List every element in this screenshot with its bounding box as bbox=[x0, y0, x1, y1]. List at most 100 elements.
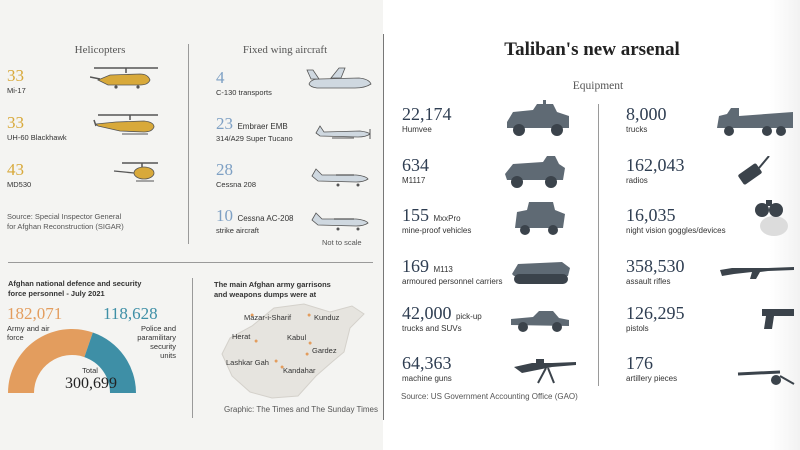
garrison-city: Mazar-i-Sharif bbox=[244, 313, 292, 322]
artillery-icon bbox=[737, 370, 795, 385]
aircraft-label: 314/A29 Super Tucano bbox=[216, 134, 293, 143]
tucano-plane-icon bbox=[315, 125, 371, 139]
equipment-item: 126,295 pistols bbox=[626, 303, 685, 334]
aircraft-inline-label: Cessna AC-208 bbox=[237, 214, 294, 223]
aircraft-value: 4 bbox=[216, 68, 225, 87]
equipment-item: 22,174 Humvee bbox=[402, 104, 452, 135]
night-vision-goggles-icon bbox=[755, 200, 788, 236]
equipment-value: 16,035 bbox=[626, 205, 676, 225]
equipment-label: pistols bbox=[626, 324, 649, 333]
garrison-city: Lashkar Gah bbox=[226, 358, 269, 367]
graphic-credit: Graphic: The Times and The Sunday Times bbox=[224, 405, 379, 414]
equipment-inline-label: MxxPro bbox=[433, 214, 461, 223]
equipment-value: 176 bbox=[626, 353, 653, 373]
pickup-truck-icon bbox=[511, 311, 569, 332]
equipment-value: 155 bbox=[402, 205, 429, 225]
equipment-value: 126,295 bbox=[626, 303, 685, 323]
equipment-label: trucks bbox=[626, 125, 648, 134]
helicopter-label: UH-60 Blackhawk bbox=[7, 133, 67, 142]
equipment-value: 8,000 bbox=[626, 104, 667, 124]
garrison-marker: ● bbox=[307, 312, 312, 319]
equipment-label: assault rifles bbox=[626, 277, 671, 286]
sigar-source: Source: Special Inspector General for Af… bbox=[7, 212, 124, 231]
army-truck-icon bbox=[717, 108, 793, 136]
helicopter-value: 33 bbox=[7, 113, 24, 132]
garrison-city: Gardez bbox=[312, 346, 337, 355]
total-label: Total bbox=[82, 366, 98, 375]
garrisons-heading: The main Afghan army garrisons and weapo… bbox=[214, 280, 331, 299]
personnel-heading: Afghan national defence and security for… bbox=[8, 279, 142, 298]
equipment-item: 176 artillery pieces bbox=[626, 353, 677, 384]
equipment-label: machine guns bbox=[402, 374, 452, 383]
ac208-plane-icon bbox=[311, 212, 369, 231]
equipment-inline-label: M113 bbox=[433, 265, 453, 274]
apc-tracked-icon bbox=[512, 262, 570, 284]
equipment-value: 162,043 bbox=[626, 155, 685, 175]
not-to-scale-note: Not to scale bbox=[322, 238, 362, 247]
left-horizontal-divider bbox=[8, 262, 373, 263]
equipment-item: 162,043 radios bbox=[626, 155, 685, 186]
aircraft-inline-label: Embraer EMB bbox=[237, 122, 288, 131]
helicopter-value: 43 bbox=[7, 160, 24, 179]
aircraft-item: 23 Embraer EMB 314/A29 Super Tucano bbox=[216, 114, 293, 143]
equipment-item: 42,000 pick-up trucks and SUVs bbox=[402, 303, 482, 334]
c130-plane-icon bbox=[306, 67, 372, 89]
machine-gun-icon bbox=[514, 359, 576, 384]
helicopter-item: 33 Mi-17 bbox=[7, 66, 26, 95]
humvee-icon bbox=[507, 100, 569, 136]
equipment-value: 634 bbox=[402, 155, 429, 175]
fixed-wing-heading: Fixed wing aircraft bbox=[242, 44, 328, 56]
aircraft-item: 10 Cessna AC-208 strike aircraft bbox=[216, 206, 293, 235]
aircraft-item: 28 Cessna 208 bbox=[216, 160, 256, 189]
equipment-value: 42,000 bbox=[402, 303, 452, 323]
equipment-label: trucks and SUVs bbox=[402, 324, 462, 333]
donut-slice-police bbox=[84, 332, 136, 393]
equipment-label: artillery pieces bbox=[626, 374, 678, 383]
mi17-helicopter-icon bbox=[90, 67, 158, 89]
army-value: 182,071 bbox=[7, 304, 63, 323]
equipment-heading: Equipment bbox=[572, 80, 624, 92]
equipment-label: M1117 bbox=[402, 176, 426, 185]
helicopter-label: Mi-17 bbox=[7, 86, 26, 95]
garrison-city: Kandahar bbox=[283, 366, 316, 375]
equipment-item: 169 M113 armoured personnel carriers bbox=[402, 256, 503, 287]
equipment-value: 64,363 bbox=[402, 353, 452, 373]
garrison-marker: ● bbox=[254, 338, 259, 345]
equipment-item: 358,530 assault rifles bbox=[626, 256, 685, 287]
equipment-label: night vision goggles/devices bbox=[626, 226, 726, 235]
md530-helicopter-icon bbox=[113, 162, 158, 182]
garrison-marker: ● bbox=[305, 351, 310, 358]
helicopters-heading: Helicopters bbox=[74, 44, 126, 56]
garrison-marker: ● bbox=[280, 364, 285, 371]
equipment-inline-label: pick-up bbox=[455, 312, 482, 321]
assault-rifle-icon bbox=[720, 267, 794, 279]
blackhawk-helicopter-icon bbox=[93, 114, 158, 135]
afghanistan-map bbox=[221, 303, 365, 399]
garrison-marker: ● bbox=[250, 312, 255, 319]
equipment-value: 169 bbox=[402, 256, 429, 276]
right-panel-background bbox=[383, 0, 800, 450]
donut-slice-army bbox=[8, 329, 93, 393]
garrison-city: Kunduz bbox=[314, 313, 340, 322]
gao-source: Source: US Government Accounting Office … bbox=[401, 392, 578, 401]
total-value: 300,699 bbox=[65, 375, 117, 392]
equipment-divider bbox=[598, 104, 599, 386]
page-title: Taliban's new arsenal bbox=[504, 39, 680, 60]
personnel-donut-chart bbox=[8, 329, 136, 393]
equipment-label: radios bbox=[626, 176, 648, 185]
pistol-icon bbox=[762, 309, 794, 329]
equipment-item: 155 MxxPro mine-proof vehicles bbox=[402, 205, 471, 236]
equipment-label: Humvee bbox=[402, 125, 432, 134]
army-label: Army and air force bbox=[7, 324, 50, 342]
equipment-value: 358,530 bbox=[626, 256, 685, 276]
mrap-vehicle-icon bbox=[515, 202, 565, 235]
garrison-marker: ● bbox=[308, 340, 313, 347]
radio-icon bbox=[738, 156, 770, 185]
aircraft-value: 10 bbox=[216, 206, 233, 225]
main-divider bbox=[383, 34, 384, 420]
helicopter-label: MD530 bbox=[7, 180, 32, 189]
lower-column-divider bbox=[192, 278, 193, 418]
garrison-city: Kabul bbox=[287, 333, 307, 342]
garrison-marker: ● bbox=[274, 358, 279, 365]
aircraft-label: strike aircraft bbox=[216, 226, 259, 235]
